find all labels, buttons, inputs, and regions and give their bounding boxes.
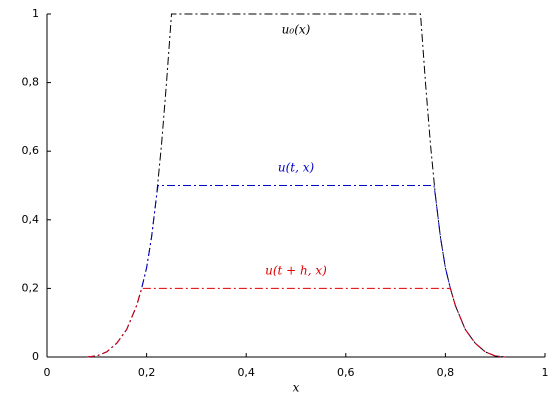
x-tick-label: 0,2 bbox=[138, 366, 156, 379]
x-tick-label: 0,8 bbox=[437, 366, 455, 379]
y-tick-label: 0 bbox=[32, 350, 39, 363]
series-line bbox=[86, 287, 506, 358]
y-tick-label: 0,4 bbox=[22, 213, 40, 226]
x-tick-label: 1 bbox=[542, 366, 549, 379]
x-tick-label: 0 bbox=[44, 366, 51, 379]
y-tick-label: 0,2 bbox=[22, 281, 40, 294]
x-tick-label: 0,4 bbox=[237, 366, 255, 379]
y-tick-label: 0,8 bbox=[22, 76, 40, 89]
series-label: u(t, x) bbox=[278, 161, 315, 175]
series-label: u₀(x) bbox=[282, 23, 311, 37]
x-tick-label: 0,6 bbox=[337, 366, 355, 379]
series-label: u(t + h, x) bbox=[265, 264, 327, 278]
y-tick-label: 1 bbox=[32, 7, 39, 20]
x-axis-label: x bbox=[293, 381, 300, 395]
y-tick-label: 0,6 bbox=[22, 144, 40, 157]
